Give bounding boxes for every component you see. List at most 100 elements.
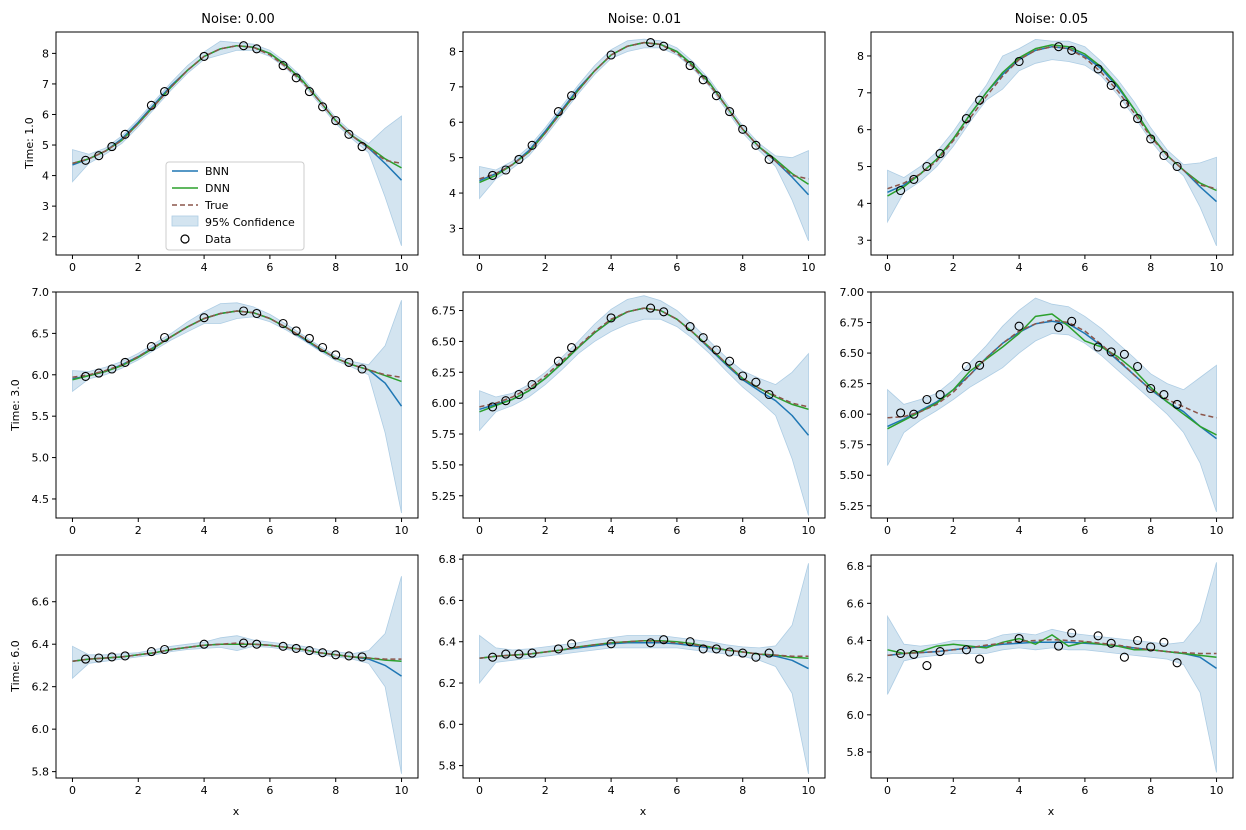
- data-point: [606, 50, 616, 60]
- y-tick-label: 7: [42, 78, 49, 91]
- x-tick-label: 10: [1210, 784, 1224, 797]
- data-point: [975, 360, 985, 370]
- y-tick-label: 6: [857, 124, 864, 137]
- data-point: [160, 87, 170, 97]
- data-point: [501, 649, 511, 659]
- data-point: [160, 332, 170, 343]
- data-point: [567, 639, 577, 649]
- y-tick-label: 4: [42, 170, 49, 183]
- x-tick-label: 10: [395, 524, 409, 537]
- x-tick-label: 0: [884, 261, 891, 274]
- data-point: [331, 350, 341, 360]
- data-point: [961, 114, 971, 124]
- data-point: [1119, 99, 1129, 109]
- data-point: [344, 357, 354, 367]
- data-point: [659, 307, 669, 317]
- true-line: [72, 44, 402, 165]
- data-point: [922, 394, 932, 405]
- data-point: [1172, 161, 1182, 172]
- x-axis-label-1: x: [640, 805, 647, 818]
- data-point: [291, 643, 301, 653]
- x-tick-label: 8: [739, 261, 746, 274]
- y-tick-label: 5.8: [439, 760, 457, 773]
- data-point: [1067, 628, 1077, 638]
- x-tick-label: 2: [950, 784, 957, 797]
- panel-0-0: 0 2 4 6 8 10 2 3 4 5 6 7 8: [42, 31, 419, 274]
- y-tick-label: 5.8: [32, 766, 50, 779]
- data-point: [935, 390, 945, 400]
- axes-frame: [870, 291, 1234, 519]
- data-point: [331, 116, 341, 126]
- data-point: [488, 652, 498, 662]
- x-tick-label: 10: [1210, 261, 1224, 274]
- data-point: [711, 91, 721, 101]
- dnn-line: [72, 310, 402, 383]
- true-line: [887, 638, 1217, 657]
- data-point: [107, 364, 117, 374]
- data-point: [1054, 641, 1064, 651]
- data-point: [1067, 316, 1077, 326]
- data-point: [1067, 45, 1077, 55]
- x-tick-label: 10: [802, 261, 816, 274]
- x-tick-label: 0: [69, 784, 76, 797]
- data-point: [553, 356, 563, 366]
- confidence-band: [72, 300, 402, 514]
- y-tick-label: 5.8: [847, 746, 865, 759]
- axes-frame: [462, 554, 826, 779]
- confidence-band: [887, 38, 1217, 246]
- data-point: [239, 41, 249, 51]
- y-tick-label: 6.4: [847, 634, 865, 647]
- x-tick-label: 4: [201, 524, 208, 537]
- confidence-band: [479, 563, 809, 774]
- x-tick-label: 2: [135, 784, 142, 797]
- confidence-band: [887, 562, 1217, 773]
- data-point: [896, 185, 906, 196]
- data-point: [304, 87, 314, 97]
- y-tick-label: 4: [449, 187, 456, 200]
- x-tick-label: 4: [201, 261, 208, 274]
- true-line: [887, 319, 1217, 419]
- x-tick-label: 0: [476, 784, 483, 797]
- data-point: [1119, 349, 1129, 359]
- y-tick-label: 6.0: [32, 723, 50, 736]
- y-tick-label: 6.8: [439, 553, 457, 566]
- y-tick-label: 8: [449, 45, 456, 58]
- dnn-line: [887, 44, 1217, 197]
- y-tick-label: 7.0: [32, 286, 50, 299]
- data-point: [344, 651, 354, 661]
- y-tick-label: 7.00: [840, 286, 865, 299]
- data-point: [501, 396, 511, 406]
- confidence-band: [479, 295, 809, 516]
- legend-bnn-label: BNN: [205, 165, 229, 178]
- x-tick-label: 8: [1147, 524, 1154, 537]
- data-point: [239, 306, 249, 316]
- y-tick-label: 6.25: [432, 366, 457, 379]
- y-tick-label: 5: [449, 152, 456, 165]
- data-point: [501, 165, 511, 175]
- x-tick-label: 10: [395, 784, 409, 797]
- axes-frame: [870, 554, 1234, 779]
- data-point: [1146, 642, 1156, 652]
- data-point: [896, 408, 906, 418]
- x-tick-label: 0: [476, 524, 483, 537]
- data-point: [1054, 42, 1064, 52]
- bnn-line: [887, 45, 1218, 203]
- data-point: [685, 637, 695, 647]
- data-point: [1014, 321, 1024, 331]
- panel-0-2: 0 2 4 6 8 10 3 4 5 6 7 8: [857, 31, 1234, 274]
- data-point: [1133, 635, 1143, 646]
- true-line: [479, 307, 809, 408]
- y-tick-label: 6.2: [847, 672, 865, 685]
- legend-dnn-label: DNN: [205, 182, 230, 195]
- legend-true-label: True: [204, 199, 229, 212]
- data-point: [1133, 361, 1143, 372]
- x-tick-label: 10: [802, 784, 816, 797]
- row-label-1: Time: 3.0: [9, 379, 22, 432]
- legend-data-label: Data: [205, 233, 231, 246]
- panel-2-1: 0 2 4 6 8 10 5.8 6.0 6.2 6.4 6.6 6.8: [439, 553, 826, 797]
- data-point: [94, 151, 104, 161]
- y-tick-label: 6.50: [840, 347, 865, 360]
- x-tick-label: 4: [1016, 784, 1023, 797]
- y-tick-label: 6.50: [432, 335, 457, 348]
- legend-frame: [165, 161, 305, 251]
